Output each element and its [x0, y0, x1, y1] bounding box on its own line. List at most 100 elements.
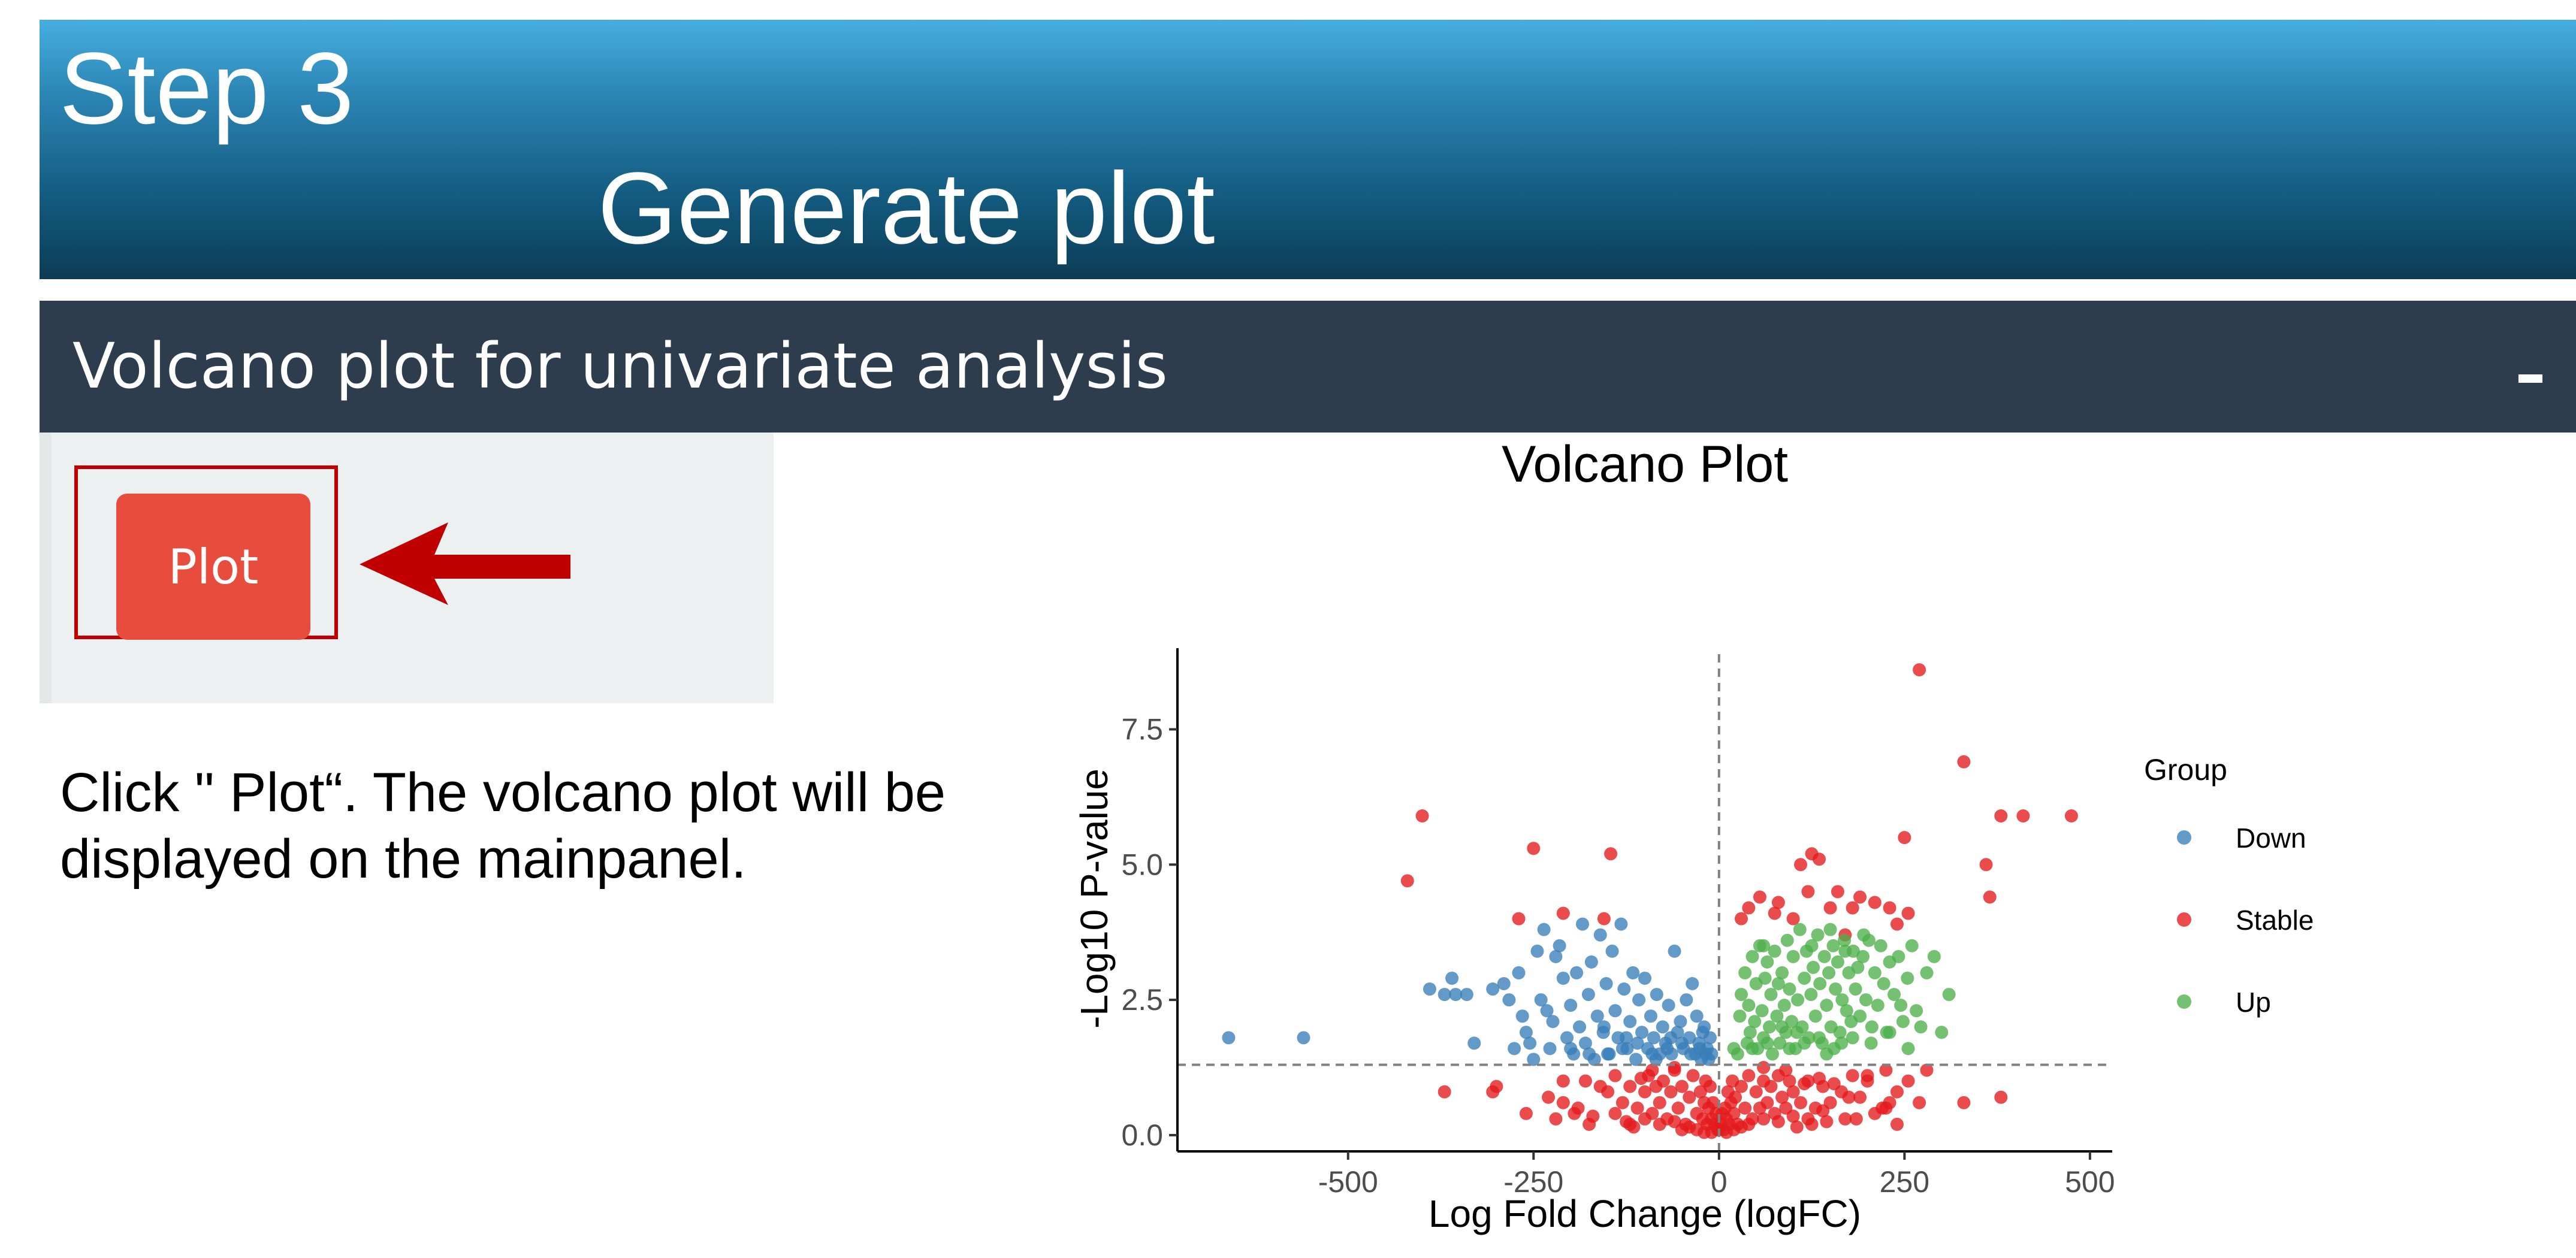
point-up-8 — [1745, 949, 1759, 963]
point-down-54 — [1644, 1009, 1657, 1023]
point-stable-102 — [1608, 1106, 1622, 1120]
x-tick-label: 250 — [1880, 1165, 1929, 1199]
point-stable-148 — [1994, 1090, 2008, 1104]
point-stable-140 — [1771, 896, 1785, 909]
point-down-33 — [1581, 988, 1595, 1002]
point-down-18 — [1534, 993, 1548, 1007]
point-up-67 — [1874, 939, 1888, 952]
y-tick-label: 5.0 — [1121, 848, 1163, 881]
point-up-41 — [1811, 928, 1825, 942]
point-down-30 — [1573, 1020, 1587, 1034]
point-stable-99 — [1786, 1109, 1800, 1123]
point-stable-79 — [1853, 1090, 1867, 1104]
legend-key-stable — [2177, 912, 2191, 927]
point-stable-7 — [1438, 1085, 1451, 1099]
point-stable-6 — [1597, 912, 1611, 926]
plot-button[interactable]: Plot — [116, 494, 310, 640]
legend-entries: Down Stable Up — [2177, 822, 2314, 1018]
point-stable-21 — [1653, 1096, 1666, 1109]
point-stable-146 — [1890, 1117, 1904, 1131]
point-stable-0 — [1415, 809, 1429, 822]
point-stable-95 — [1757, 1112, 1771, 1126]
point-stable-68 — [1775, 1090, 1789, 1104]
point-down-79 — [1705, 1047, 1719, 1061]
point-stable-161 — [1805, 1117, 1819, 1131]
collapse-button[interactable] — [2503, 337, 2557, 397]
point-stable-2 — [1527, 842, 1541, 855]
point-up-4 — [1738, 966, 1752, 979]
point-stable-129 — [1831, 885, 1844, 899]
point-down-9 — [1497, 977, 1511, 990]
point-stable-88 — [1705, 1126, 1719, 1139]
legend-title: Group — [2144, 753, 2227, 787]
arrow-left-icon — [360, 522, 570, 605]
point-up-89 — [1798, 1036, 1811, 1050]
point-stable-126 — [1812, 852, 1826, 866]
point-stable-125 — [1794, 858, 1807, 872]
point-stable-154 — [1583, 1117, 1596, 1131]
point-stable-116 — [1913, 663, 1926, 677]
point-up-45 — [1820, 999, 1834, 1012]
point-stable-135 — [1890, 917, 1904, 931]
point-down-12 — [1512, 966, 1526, 979]
point-stable-164 — [1827, 1077, 1841, 1091]
legend-label-stable: Stable — [2236, 905, 2314, 936]
point-up-27 — [1780, 933, 1794, 947]
point-down-91 — [1620, 1031, 1633, 1045]
point-down-90 — [1597, 1020, 1611, 1034]
point-stable-84 — [1913, 1096, 1926, 1109]
point-down-47 — [1623, 1015, 1637, 1029]
point-down-13 — [1515, 1009, 1529, 1023]
sidebar-edge — [40, 433, 52, 703]
point-stable-142 — [1742, 901, 1756, 915]
point-down-6 — [1460, 988, 1473, 1002]
point-down-26 — [1560, 1031, 1574, 1045]
point-down-5 — [1449, 988, 1463, 1002]
point-up-78 — [1920, 966, 1934, 979]
point-stable-98 — [1638, 1112, 1651, 1126]
point-stable-78 — [1846, 1069, 1859, 1082]
point-up-28 — [1783, 982, 1796, 996]
point-stable-103 — [1816, 1104, 1830, 1118]
point-up-6 — [1742, 999, 1756, 1012]
point-up-68 — [1877, 977, 1891, 990]
point-up-94 — [1883, 1026, 1896, 1039]
point-stable-29 — [1683, 1090, 1696, 1104]
point-stable-40 — [1706, 1096, 1720, 1109]
point-down-50 — [1632, 993, 1646, 1007]
point-down-3 — [1438, 988, 1451, 1002]
point-up-1 — [1731, 1047, 1744, 1061]
step-label: Step 3 — [59, 32, 354, 146]
point-down-89 — [1583, 1047, 1596, 1061]
point-stable-58 — [1738, 1101, 1752, 1115]
legend-label-down: Down — [2236, 822, 2306, 854]
point-up-101 — [1745, 1042, 1759, 1056]
point-down-8 — [1486, 982, 1500, 996]
point-stable-97 — [1771, 1115, 1785, 1129]
point-stable-141 — [1734, 912, 1748, 926]
minus-icon — [2518, 374, 2542, 383]
y-ticks: 0.0 2.5 5.0 7.5 — [1121, 712, 1177, 1152]
point-down-17 — [1530, 944, 1544, 958]
point-up-84 — [1857, 928, 1871, 942]
point-down-55 — [1647, 1031, 1660, 1045]
point-stable-162 — [1812, 1072, 1826, 1085]
point-stable-22 — [1656, 1074, 1670, 1088]
point-up-60 — [1853, 1009, 1867, 1023]
point-up-48 — [1826, 939, 1840, 952]
point-down-62 — [1668, 944, 1681, 958]
point-stable-134 — [1883, 901, 1896, 915]
point-stable-150 — [1879, 1063, 1893, 1077]
y-tick-label: 0.0 — [1121, 1118, 1163, 1152]
threshold-lines — [1177, 654, 2112, 1151]
point-up-7 — [1743, 1026, 1757, 1039]
point-up-87 — [1775, 1020, 1789, 1034]
point-stable-120 — [1994, 809, 2008, 822]
point-down-25 — [1556, 971, 1570, 985]
point-down-87 — [1693, 1042, 1707, 1056]
point-up-19 — [1765, 1047, 1779, 1061]
point-up-52 — [1835, 993, 1849, 1007]
point-down-23 — [1549, 949, 1563, 963]
legend-key-down — [2177, 830, 2191, 845]
